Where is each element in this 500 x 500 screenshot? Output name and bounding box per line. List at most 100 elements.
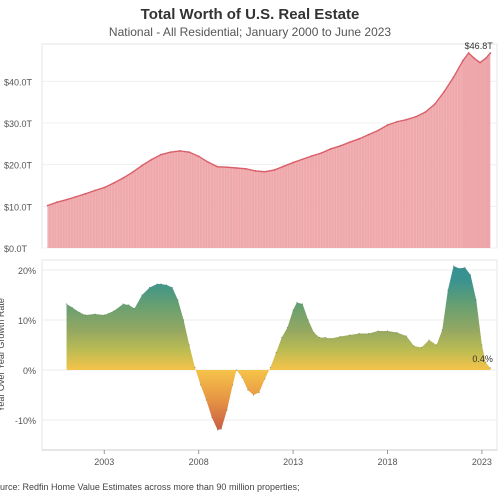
growth-y-tick-label: 20% xyxy=(18,266,36,276)
growth-point xyxy=(441,329,443,331)
worth-point xyxy=(178,150,181,152)
worth-series-line xyxy=(47,51,491,207)
growth-y-axis-label: Year Over Year Growth Rate xyxy=(0,298,6,412)
x-tick-label: 2018 xyxy=(377,457,397,467)
growth-annotation: 0.4% xyxy=(472,354,493,364)
worth-point xyxy=(367,133,370,136)
growth-point xyxy=(447,289,449,291)
growth-y-tick-label: 0% xyxy=(23,366,36,376)
growth-point xyxy=(296,301,298,304)
growth-point xyxy=(94,313,96,315)
worth-point xyxy=(467,52,470,54)
x-tick-label: 2023 xyxy=(472,457,492,467)
growth-point xyxy=(177,299,179,301)
worth-point xyxy=(282,165,285,168)
x-axis: 2003 2008 2013 2018 2023 xyxy=(42,449,497,467)
worth-point xyxy=(489,52,492,54)
growth-point xyxy=(241,376,243,379)
growth-point xyxy=(275,351,277,354)
growth-point xyxy=(232,384,234,386)
worth-point xyxy=(358,137,361,140)
growth-y-tick-label: 10% xyxy=(18,316,36,326)
growth-point xyxy=(269,366,272,369)
worth-point xyxy=(169,151,172,154)
growth-point xyxy=(235,369,238,371)
growth-point xyxy=(188,344,190,346)
source-note: urce: Redfin Home Value Estimates across… xyxy=(0,482,300,492)
growth-point xyxy=(160,283,162,285)
worth-panel: $0.0T $10.0T $20.0T $30.0T $40.0T $46.8T xyxy=(4,41,498,254)
worth-point xyxy=(452,76,455,79)
worth-y-tick-label: $10.0T xyxy=(4,202,33,212)
worth-point xyxy=(226,166,228,169)
growth-point xyxy=(141,294,143,296)
growth-point xyxy=(194,366,196,369)
worth-point xyxy=(405,118,408,121)
worth-point xyxy=(245,167,247,170)
worth-area xyxy=(47,53,491,248)
worth-point xyxy=(424,111,427,114)
worth-point xyxy=(122,177,125,179)
worth-point xyxy=(386,124,389,126)
growth-point xyxy=(349,334,351,336)
worth-point xyxy=(462,59,464,62)
growth-point xyxy=(79,311,81,314)
worth-y-tick-label: $0.0T xyxy=(4,244,28,254)
growth-point xyxy=(286,326,289,329)
growth-point xyxy=(377,330,379,332)
growth-point xyxy=(339,335,341,338)
growth-point xyxy=(216,429,219,431)
growth-point xyxy=(258,391,260,394)
growth-point xyxy=(307,319,309,321)
worth-point xyxy=(46,204,49,207)
growth-point xyxy=(182,319,185,321)
worth-bar-hatch xyxy=(47,53,490,248)
growth-point xyxy=(485,361,487,364)
worth-point xyxy=(273,169,276,171)
worth-point xyxy=(75,195,77,198)
worth-point xyxy=(188,151,191,154)
worth-point xyxy=(348,141,351,144)
growth-point xyxy=(166,284,168,286)
worth-y-tick-label: $20.0T xyxy=(4,161,33,171)
x-tick-label: 2008 xyxy=(189,457,209,467)
growth-point xyxy=(405,335,407,337)
growth-point xyxy=(292,309,294,311)
growth-point xyxy=(489,367,491,369)
worth-point xyxy=(414,115,417,118)
worth-point xyxy=(254,170,257,172)
growth-point xyxy=(324,336,326,339)
growth-point xyxy=(84,314,87,316)
worth-y-tick-label: $40.0T xyxy=(4,77,33,87)
growth-y-tick-label: -10% xyxy=(15,416,36,426)
worth-point xyxy=(131,171,134,174)
growth-point xyxy=(313,331,315,334)
growth-point xyxy=(358,332,360,335)
growth-point xyxy=(481,344,483,346)
growth-point xyxy=(396,331,398,334)
worth-point xyxy=(112,182,115,184)
growth-point xyxy=(330,337,332,340)
worth-point xyxy=(216,165,219,168)
growth-point xyxy=(113,310,115,312)
growth-point xyxy=(413,345,415,347)
worth-point xyxy=(320,152,323,154)
growth-point xyxy=(171,286,173,289)
growth-point xyxy=(247,389,249,391)
growth-point xyxy=(103,314,105,316)
worth-y-tick-label: $30.0T xyxy=(4,119,33,129)
growth-point xyxy=(122,303,124,305)
worth-point xyxy=(65,198,68,201)
growth-point xyxy=(149,286,151,289)
growth-point xyxy=(386,330,389,332)
growth-point xyxy=(435,344,438,346)
x-tick-label: 2003 xyxy=(94,457,114,467)
worth-point xyxy=(443,90,446,93)
worth-point xyxy=(396,120,398,123)
worth-point xyxy=(311,155,313,157)
growth-point xyxy=(428,339,430,341)
worth-point xyxy=(141,164,143,167)
worth-point xyxy=(377,129,379,132)
growth-area xyxy=(66,266,491,430)
